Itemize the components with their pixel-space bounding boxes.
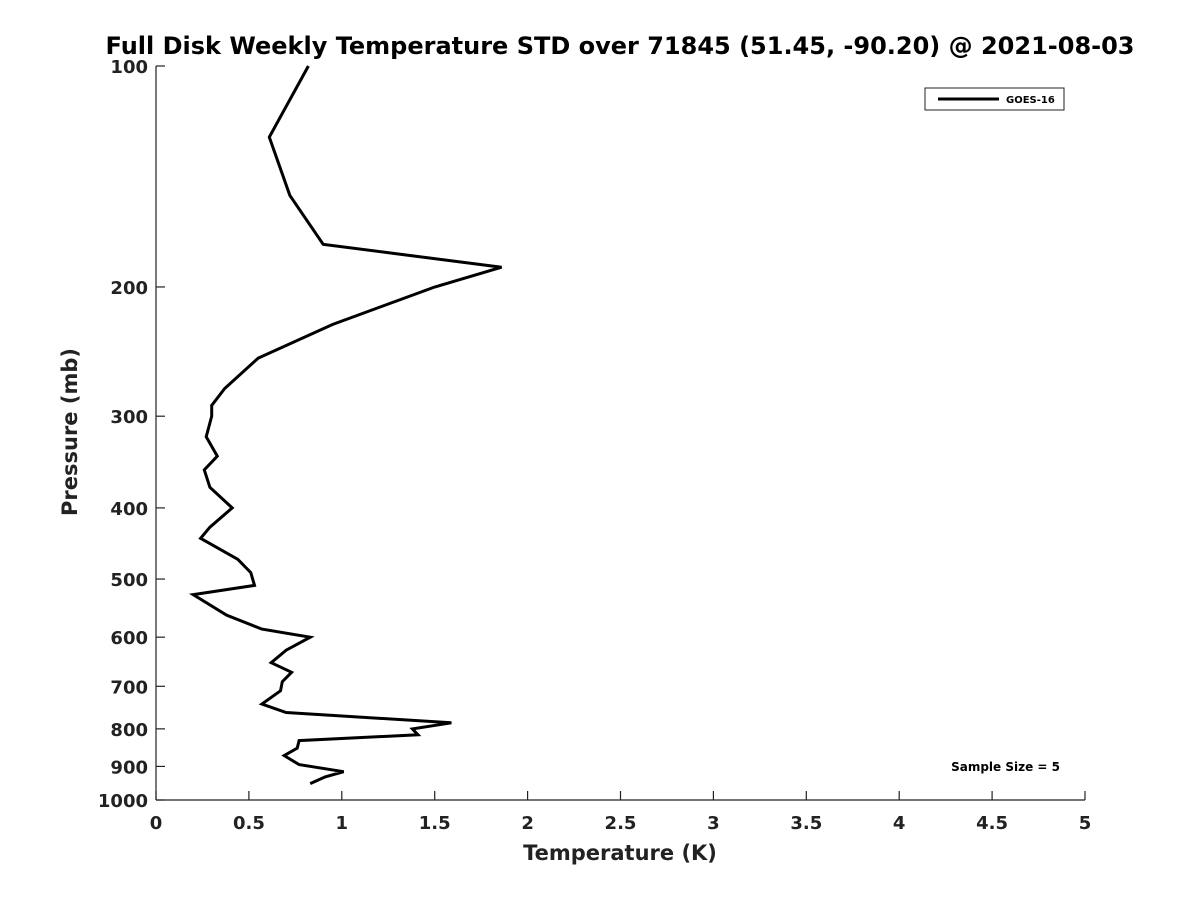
x-tick-label: 2: [521, 813, 534, 834]
y-tick-label: 300: [110, 407, 148, 428]
sample-size-annotation: Sample Size = 5: [951, 760, 1060, 774]
x-tick-label: 3: [707, 813, 720, 834]
y-tick-label: 100: [110, 57, 148, 78]
x-tick-label: 0.5: [233, 813, 265, 834]
x-axis-label: Temperature (K): [523, 841, 717, 865]
y-tick-label: 700: [110, 677, 148, 698]
y-tick-label: 900: [110, 757, 148, 778]
legend-entry-goes-16: GOES-16: [1006, 95, 1055, 106]
x-tick-label: 1: [336, 813, 349, 834]
x-tick-label: 1.5: [419, 813, 451, 834]
y-tick-label: 200: [110, 278, 148, 299]
chart-title: Full Disk Weekly Temperature STD over 71…: [106, 32, 1135, 60]
x-tick-label: 4.5: [976, 813, 1008, 834]
x-tick-label: 0: [150, 813, 163, 834]
y-tick-label: 400: [110, 499, 148, 520]
series-line-goes-16: [188, 65, 503, 785]
y-tick-label: 600: [110, 628, 148, 649]
x-tick-label: 5: [1079, 813, 1092, 834]
axes: [155, 66, 1085, 801]
x-tick-label: 2.5: [605, 813, 637, 834]
legend: GOES-16: [924, 87, 1065, 111]
x-tick-label: 4: [893, 813, 906, 834]
y-tick-label: 800: [110, 720, 148, 741]
y-axis-label: Pressure (mb): [58, 348, 82, 516]
x-ticks: 0 0.5 1 1.5 2 2.5 3 3.5 4 4.5 5: [150, 791, 1092, 834]
y-tick-label: 1000: [98, 791, 148, 812]
y-tick-label: 500: [110, 570, 148, 591]
y-ticks: 100 200 300 400 500 600 700 800 900 1000: [98, 57, 165, 812]
x-tick-label: 3.5: [790, 813, 822, 834]
